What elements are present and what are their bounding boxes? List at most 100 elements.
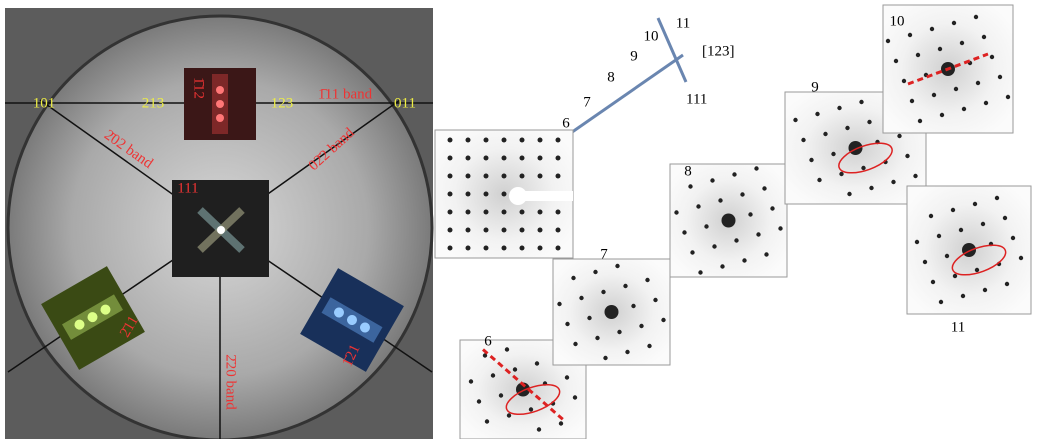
diffraction-spot [974,267,980,273]
diffraction-spot [519,209,525,215]
highlight-ellipse [838,142,893,174]
diffraction-spot [960,293,966,299]
diffraction-spot [801,137,806,143]
diffraction-spot [555,245,561,251]
diffraction-spot [959,40,965,46]
diffraction-spot [917,118,923,124]
diffraction-spot [928,213,934,219]
kikuchi-label: 2̄20 band [223,354,239,410]
diffraction-spot [555,227,561,233]
pattern-label: 10 [890,13,905,29]
diffraction-spot [867,119,872,125]
diffraction-spot [859,99,864,105]
diffraction-spot [447,245,453,251]
diffraction-spot [815,111,820,117]
diffraction-spot [501,191,507,197]
diffraction-spot [905,153,910,159]
diffraction-spot [698,270,703,275]
diffraction-spot [710,178,715,183]
diffraction-spot [465,209,471,215]
diffraction-spot [465,137,471,143]
diffraction-spot [938,299,944,305]
diffraction-spot [519,227,525,233]
diffraction-spot [937,46,943,52]
diffraction-spot [615,263,620,269]
diffraction-spot [447,209,453,215]
diffraction-spot [1004,281,1010,287]
diffraction-spot [587,315,592,321]
diffraction-spot [639,323,644,329]
diffraction-spot [944,253,950,259]
diffraction-spot [817,177,822,183]
diffraction-spot [506,413,512,418]
kikuchi-label: 1̄12 [191,77,207,99]
diffraction-spot [831,151,836,157]
step-label: 10 [644,28,659,44]
tilt-trace [564,53,684,139]
diffraction-spot [869,185,874,191]
diffraction-spot [837,105,842,111]
diffraction-spot [565,321,570,327]
inset-112 [184,68,256,140]
diffraction-spot [483,227,489,233]
pattern-label: 9 [811,79,819,95]
diffraction-spot [498,393,504,398]
diffraction-spot [939,112,945,118]
step-label: 9 [630,48,638,64]
diffraction-spot [682,230,687,235]
diffraction-spot [536,427,542,432]
diffraction-spot [537,173,543,179]
diffraction-spot [848,141,863,155]
diffraction-spot [537,227,543,233]
diffraction-spot [1002,215,1008,221]
diffraction-spot [930,279,936,285]
diffraction-spot [645,277,650,283]
diffraction-spot [901,78,907,84]
diffraction-spot [721,213,736,228]
diffraction-spot [483,209,489,215]
diffraction-spot [951,20,957,26]
diffraction-spot [483,155,489,161]
diffraction-spot [891,179,896,185]
kikuchi-label: 123 [271,95,294,111]
diffraction-spot [748,212,753,217]
inset-211 [41,266,145,370]
diffraction-spot [501,209,507,215]
inset-121 [300,268,404,372]
diffraction-spot [465,227,471,233]
step-label: 7 [583,94,591,110]
diffraction-spot [482,353,488,358]
diffraction-spot [564,375,570,380]
diffraction-spot [483,245,489,251]
diffraction-spot [555,137,561,143]
diffraction-spot [793,117,798,123]
inset-111 [172,180,269,277]
diffraction-spot [754,166,759,171]
diffraction-spot [893,58,899,64]
diffraction-spot [534,361,540,366]
diffraction-spot [468,379,474,384]
diffraction-spot [447,137,453,143]
step-label: 11 [676,15,690,31]
diffraction-spot [501,245,507,251]
highlight-ellipse [951,244,1007,276]
kikuchi-label: 011 [394,95,416,111]
diffraction-spot [704,224,709,229]
diffraction-spot [674,210,679,215]
diffraction-spot [593,269,598,275]
diffraction-spot [980,221,986,227]
kikuchi-label: 101 [33,95,56,111]
diffraction-spot [845,125,850,131]
diffraction-spot [601,289,606,295]
diffraction-spot [603,355,608,361]
diffraction-spot [931,92,937,98]
diffraction-spot [690,250,695,255]
beam-stop [509,187,527,205]
diffraction-spot [555,173,561,179]
diffraction-spot [913,173,918,179]
diffraction-spot [809,157,814,163]
diffraction-spot [617,329,622,335]
diffraction-spot [915,52,921,58]
diffraction-spot [975,80,981,86]
diffraction-spot [501,137,507,143]
